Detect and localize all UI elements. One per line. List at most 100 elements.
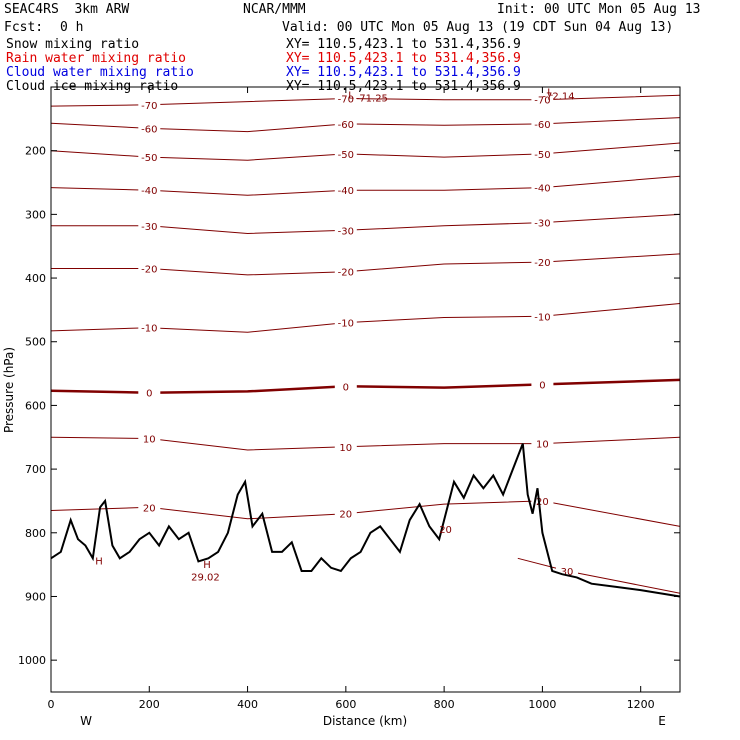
- isotherm-label-8-1: 10: [339, 443, 352, 454]
- isotherm-label-bg: [334, 265, 357, 278]
- isotherm-layer: -70 -70 -70 -60 -60 -60 -50 -50 -50 -40 -40 -40 -30 -…: [50, 92, 681, 594]
- isotherm-label-4-1: -30: [338, 226, 354, 237]
- org-label: NCAR/MMM: [243, 2, 306, 17]
- isotherm-10: [517, 557, 681, 594]
- isotherm-label-bg: [531, 181, 554, 194]
- isotherm-label-2-0: -50: [141, 153, 157, 164]
- forecast-value: 0 h: [60, 20, 84, 35]
- isotherm-label-bg: [138, 262, 161, 275]
- field-rain-name: Rain water mixing ratio: [6, 51, 187, 66]
- y-tick-label: 700: [25, 463, 46, 476]
- annotation-0: L: [348, 91, 354, 102]
- isotherm-label-1-0: -60: [141, 124, 157, 135]
- field-snow-name: Snow mixing ratio: [6, 37, 140, 52]
- isotherm-label-bg: [334, 507, 357, 520]
- annotation-3: -72.14: [542, 92, 574, 103]
- field-cloudwater-name: Cloud water mixing ratio: [6, 65, 194, 80]
- x-end-left: W: [80, 714, 92, 728]
- y-axis-title: Pressure (hPa): [2, 347, 16, 433]
- y-tick-label: 500: [25, 336, 46, 349]
- isotherm-label-bg: [138, 386, 161, 399]
- y-tick-label: 300: [25, 208, 46, 221]
- annotation-1: -71.25: [356, 94, 388, 105]
- model-title: SEAC4RS 3km ARW: [4, 2, 130, 17]
- isotherm-label-bg: [138, 432, 161, 445]
- isotherm-label-bg: [531, 256, 554, 269]
- y-tick-label: 200: [25, 145, 46, 158]
- x-tick-label: 800: [434, 698, 455, 711]
- annotation-4: H: [95, 557, 103, 568]
- isotherm-label-bg: [531, 147, 554, 160]
- y-tick-label: 1000: [18, 654, 46, 667]
- forecast-label: Fcst:: [4, 20, 44, 35]
- isotherm-label-bg: [531, 310, 554, 323]
- isotherm-label-bg: [138, 122, 161, 135]
- isotherm-label-6-2: -10: [534, 312, 550, 323]
- x-tick-label: 400: [237, 698, 258, 711]
- isotherm-label-6-1: -10: [338, 319, 354, 330]
- annotation-6: 29.02: [191, 573, 220, 584]
- isotherm-label-bg: [334, 440, 357, 453]
- x-tick-label: 1000: [528, 698, 556, 711]
- isotherm-label-bg: [531, 216, 554, 229]
- isotherm-label-bg: [531, 378, 554, 391]
- y-tick-label: 900: [25, 590, 46, 603]
- isotherm-label-bg: [334, 147, 357, 160]
- isotherm-label-bg: [531, 494, 554, 507]
- isotherm-label-bg: [138, 321, 161, 334]
- isotherm-label-bg: [334, 92, 357, 105]
- isotherm-label-2-2: -50: [534, 150, 550, 161]
- isotherm-label-bg: [138, 98, 161, 111]
- isotherm-label-5-2: -20: [534, 258, 550, 269]
- init-time: Init: 00 UTC Mon 05 Aug 13: [497, 2, 701, 17]
- isotherm-label-6-0: -10: [141, 324, 157, 335]
- isotherm-label-2-1: -50: [338, 150, 354, 161]
- isotherm-label-7-2: 0: [539, 380, 545, 391]
- valid-time: Valid: 00 UTC Mon 05 Aug 13 (19 CDT Sun …: [282, 20, 674, 35]
- isotherm-label-0-0: -70: [141, 101, 157, 112]
- field-snow-xy: XY= 110.5,423.1 to 531.4,356.9: [286, 37, 521, 52]
- y-tick-label: 400: [25, 272, 46, 285]
- isotherm-label-5-0: -20: [141, 265, 157, 276]
- isotherm-label-8-2: 10: [536, 440, 549, 451]
- annotation-2: L: [547, 87, 553, 98]
- isotherm-label-bg: [334, 184, 357, 197]
- field-rain-xy: XY= 110.5,423.1 to 531.4,356.9: [286, 51, 521, 66]
- isotherm-label-3-1: -40: [338, 186, 354, 197]
- isotherm-label-bg: [531, 93, 554, 106]
- isotherm-label-8-0: 10: [143, 435, 156, 446]
- isotherm-label-bg: [334, 380, 357, 393]
- annotation-5: H: [203, 560, 211, 571]
- isotherm-label-3-2: -40: [534, 184, 550, 195]
- isotherm-label-1-2: -60: [534, 120, 550, 131]
- annotation-7: 20: [439, 525, 452, 536]
- isotherm-label-bg: [334, 224, 357, 237]
- isotherm-label-bg: [531, 117, 554, 130]
- x-tick-label: 1200: [627, 698, 655, 711]
- isotherm-label-bg: [138, 501, 161, 514]
- isotherm-label-7-0: 0: [146, 389, 152, 400]
- x-tick-label: 0: [48, 698, 55, 711]
- isotherm-label-1-1: -60: [338, 120, 354, 131]
- terrain-line: [50, 443, 681, 598]
- isotherm-label-9-0: 20: [143, 503, 156, 514]
- x-end-right: E: [658, 714, 666, 728]
- isotherm-label-bg: [334, 316, 357, 329]
- isotherm-label-bg: [531, 437, 554, 450]
- x-tick-label: 200: [139, 698, 160, 711]
- field-cloudwater-xy: XY= 110.5,423.1 to 531.4,356.9: [286, 65, 521, 80]
- x-tick-label: 600: [335, 698, 356, 711]
- isotherm-label-3-0: -40: [141, 186, 157, 197]
- terrain-layer: [50, 443, 681, 598]
- isotherm-label-bg: [334, 117, 357, 130]
- isotherm-label-4-0: -30: [141, 222, 157, 233]
- x-axis-title: Distance (km): [323, 714, 407, 728]
- isotherm-label-bg: [138, 151, 161, 164]
- axis-layer: 0 200 400 600 800 1000 12002003004005006007008…: [18, 86, 680, 711]
- y-tick-label: 800: [25, 527, 46, 540]
- isotherm-label-10-0: 30: [561, 567, 574, 578]
- isotherm-label-bg: [138, 184, 161, 197]
- isotherm-label-4-2: -30: [534, 219, 550, 230]
